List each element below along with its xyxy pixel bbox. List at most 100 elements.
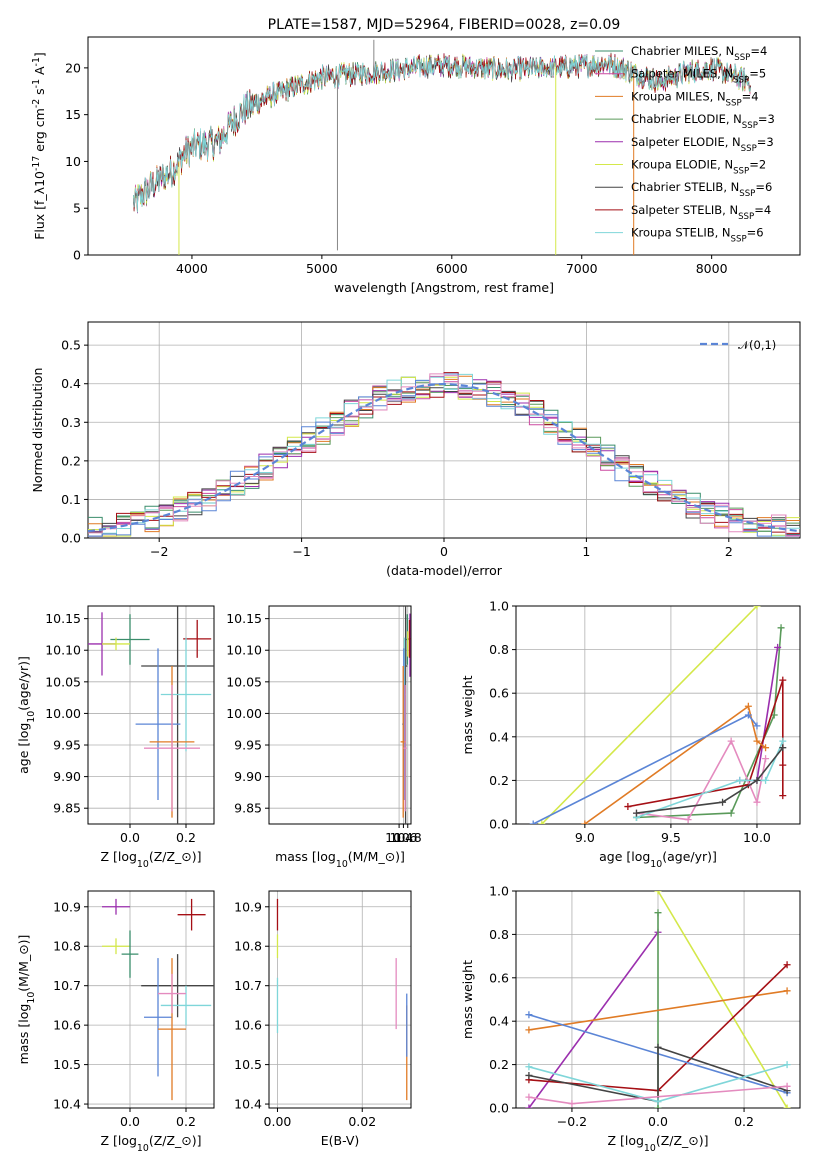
weight-marker [538,820,546,824]
axes-frame [268,605,412,825]
z-weight-panel: −0.2 0.0 0.2 0.0 0.2 0.4 0.6 0.8 1.0 Z [log10(Z/Z… [460,884,801,1154]
y-tick-label: 20 [65,60,81,75]
y-axis-label: age [log10(age/yr)] [16,656,37,774]
weight-marker [736,776,744,784]
weight-marker [632,809,640,817]
weight-marker [719,798,727,806]
weight-marker [525,1104,533,1108]
y-tick-label: 15 [65,107,81,122]
weight-marker [779,737,787,745]
x-tick-label: 10.0 [743,830,771,845]
weight-line-9 [636,747,784,814]
weight-marker [525,1071,533,1079]
spectrum-plot-area [133,39,751,255]
weight-line-7 [528,1046,788,1103]
y-tick-label: 0.4 [489,729,509,744]
legend-label: Chabrier STELIB, NSSP=6 [631,180,772,199]
x-axis-label: Z [log10(Z/Z_⊙)] [607,1133,708,1154]
legend-label: Kroupa STELIB, NSSP=6 [631,226,764,245]
weight-line-5 [584,704,767,824]
legend-label: Chabrier MILES, NSSP=4 [631,44,767,63]
legend-label: Kroupa MILES, NSSP=4 [631,89,759,108]
mass-age-plot-area [400,606,411,824]
weight-marker [654,1043,662,1051]
weight-marker [525,1026,533,1034]
weight-marker [779,761,787,769]
weight-marker [529,820,537,824]
y-tick-label: 0.8 [489,927,509,942]
y-tick-label: 10.6 [53,1018,81,1033]
z-mass-plot-area [102,898,214,1101]
weight-marker [777,624,785,632]
weight-marker [779,676,787,684]
weight-line-2 [636,627,782,819]
y-tick-label: 0.6 [489,970,509,985]
weight-marker [624,803,632,811]
y-tick-label: 10.10 [226,643,262,658]
x-tick-label: 7000 [566,261,598,276]
weight-marker [525,1063,533,1071]
y-tick-label: 9.95 [53,738,81,753]
weight-marker [525,1011,533,1019]
x-tick-label: 8000 [696,261,728,276]
weight-marker [753,606,761,610]
z-weight-plot-area [525,891,791,1108]
legend-label: Salpeter MILES, NSSP=5 [631,67,766,86]
weight-marker [525,1093,533,1101]
y-tick-label: 10.05 [45,674,81,689]
y-tick-label: 9.90 [53,769,81,784]
y-tick-label: 10.6 [234,1018,262,1033]
x-tick-label: −1 [292,544,310,559]
x-axis-label: Z [log10(Z/Z_⊙)] [100,1133,201,1154]
z-age-plot-area [88,606,214,824]
z-mass-panel: 0.0 0.2 10.4 10.5 10.6 10.7 10.8 10.9 Z [log10(Z… [16,890,215,1154]
weight-marker [762,744,770,752]
y-tick-label: 10.5 [234,1057,262,1072]
y-axis-label: Flux [f_λ10-17 erg cm-2 s-1 A-1] [31,52,48,240]
x-tick-label: 2 [725,544,733,559]
x-tick-label: 9.5 [661,830,681,845]
y-tick-label: 0 [73,248,81,263]
x-tick-label: 10.4 [385,830,413,845]
y-tick-label: 9.85 [53,801,81,816]
y-tick-label: 0.1 [61,492,81,507]
x-axis-label: Z [log10(Z/Z_⊙)] [100,849,201,870]
x-axis-label: wavelength [Angstrom, rest frame] [334,280,554,295]
y-tick-label: 0.0 [489,1101,509,1116]
weight-marker [762,755,770,763]
x-tick-label: 0 [440,544,448,559]
y-tick-label: 0.0 [61,531,81,546]
y-axis-label: mass weight [460,960,475,1039]
weight-marker [684,816,692,824]
x-axis-label: age [log10(age/yr)] [599,849,717,870]
weight-marker [774,643,782,651]
x-tick-label: 0.0 [648,1114,668,1129]
y-tick-label: 10.15 [45,611,81,626]
weight-marker [654,1104,662,1108]
weight-marker [727,809,735,817]
weight-marker [783,987,791,995]
y-tick-label: 0.2 [61,453,81,468]
weight-marker [783,1082,791,1090]
residuals-plot-area [88,372,800,537]
x-tick-label: 6000 [436,261,468,276]
spectrum-panel: 4000 5000 6000 7000 8000 0 5 10 15 20 wavelength [… [31,36,801,295]
legend-label: 𝒩(0,1) [738,338,776,352]
y-tick-label: 0.4 [61,376,81,391]
y-tick-label: 10.9 [53,899,81,914]
weight-marker [779,792,787,800]
weight-line-6 [532,713,758,824]
axes-frame [515,605,801,825]
x-tick-label: 0.2 [734,1114,754,1129]
y-tick-label: 10.05 [226,674,262,689]
age-weight-panel: 9.0 9.5 10.0 0.0 0.2 0.4 0.6 0.8 1.0 age [log10(a… [460,599,801,870]
y-tick-label: 10.7 [53,978,81,993]
x-tick-label: −2 [150,544,168,559]
weight-marker [753,776,761,784]
y-tick-label: 0.2 [489,1057,509,1072]
weight-marker [654,909,662,917]
x-tick-label: 10.8 [394,830,422,845]
y-tick-label: 10.10 [45,643,81,658]
legend-label: Salpeter ELODIE, NSSP=3 [631,135,774,154]
